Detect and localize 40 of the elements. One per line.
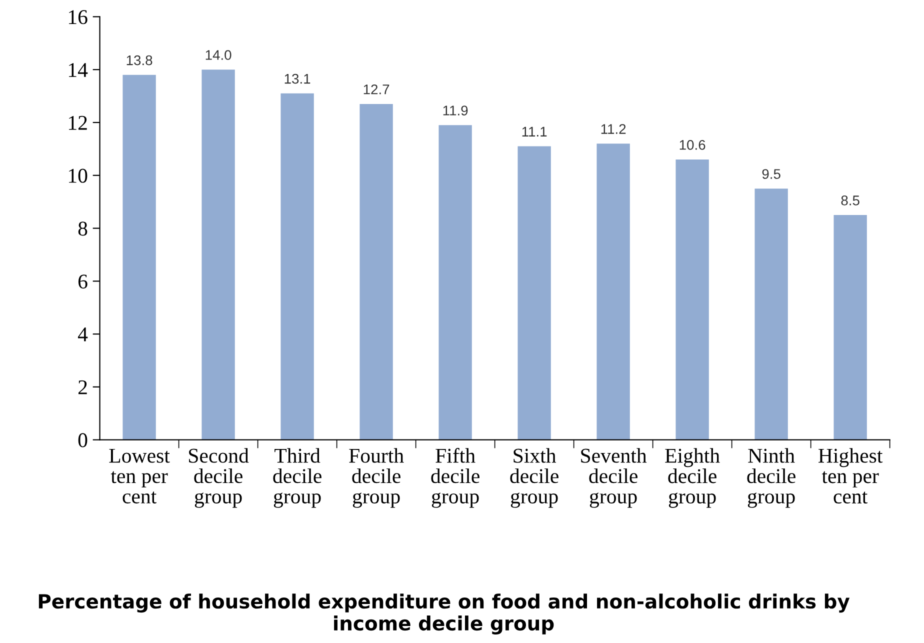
data-label: 9.5	[762, 169, 780, 179]
data-label: 11.2	[601, 124, 626, 134]
y-tick-label: 0	[78, 433, 88, 448]
x-tick-label: Third decile group	[273, 448, 322, 508]
x-tick-label: Sixth decile group	[510, 448, 558, 508]
y-tick-label: 6	[78, 274, 88, 289]
x-tick-label: Eighth decile group	[665, 448, 720, 508]
x-tick-label: Ninth decile group	[747, 448, 796, 508]
bar	[280, 93, 314, 440]
y-tick-label: 14	[68, 63, 88, 77]
y-tick-label: 12	[68, 116, 87, 130]
data-label: 11.1	[522, 126, 547, 136]
y-tick-label: 4	[78, 328, 88, 342]
data-label: 8.5	[841, 196, 860, 206]
data-label: 13.8	[126, 55, 152, 66]
data-label: 13.1	[284, 74, 310, 84]
x-tick-label: Lowest ten per cent	[109, 448, 170, 504]
y-tick-label: 10	[68, 168, 88, 183]
bar	[360, 104, 393, 440]
text: Percentage of household expenditure on food and non-alcoholic drinks by income decile group	[38, 594, 850, 635]
data-label: 14.0	[206, 50, 232, 60]
data-label: 12.7	[364, 84, 390, 94]
x-tick-label: Seventh decile group	[581, 448, 647, 508]
x-tick-label: Highest ten per cent	[818, 448, 883, 504]
y-tick-label: 16	[68, 10, 88, 24]
bar	[518, 146, 551, 440]
data-label: 11.9	[443, 106, 468, 116]
bar	[596, 144, 630, 440]
bar	[438, 125, 472, 440]
x-tick-label: Fourth decile group	[349, 448, 404, 508]
x-tick-label: Second decile group	[189, 448, 249, 508]
bar	[202, 70, 235, 440]
bar	[122, 74, 156, 440]
bar	[834, 215, 867, 440]
bar	[676, 160, 709, 440]
y-tick-label: 8	[78, 222, 88, 236]
data-label: 10.6	[680, 140, 706, 150]
y-tick-label: 2	[78, 380, 87, 394]
bar	[754, 188, 788, 440]
x-tick-label: Fifth decile group	[431, 448, 480, 508]
